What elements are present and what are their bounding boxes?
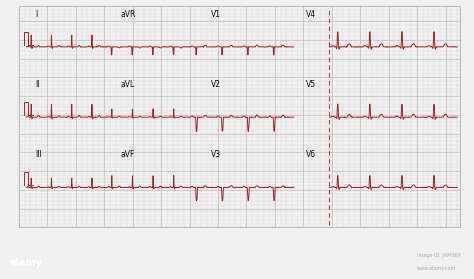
Text: aVF: aVF <box>121 150 135 159</box>
Text: www.alamy.com: www.alamy.com <box>417 266 456 271</box>
Text: V5: V5 <box>306 80 316 89</box>
Text: Image ID: JAMWJX: Image ID: JAMWJX <box>417 253 461 258</box>
Text: V6: V6 <box>306 150 316 159</box>
Text: V1: V1 <box>211 10 221 19</box>
Text: I: I <box>36 10 38 19</box>
Text: V4: V4 <box>306 10 316 19</box>
Text: aVL: aVL <box>121 80 135 89</box>
Text: V2: V2 <box>211 80 221 89</box>
Text: III: III <box>36 150 42 159</box>
Text: aVR: aVR <box>121 10 136 19</box>
Text: V3: V3 <box>211 150 221 159</box>
Text: alamy: alamy <box>9 258 42 268</box>
Text: II: II <box>36 80 40 89</box>
